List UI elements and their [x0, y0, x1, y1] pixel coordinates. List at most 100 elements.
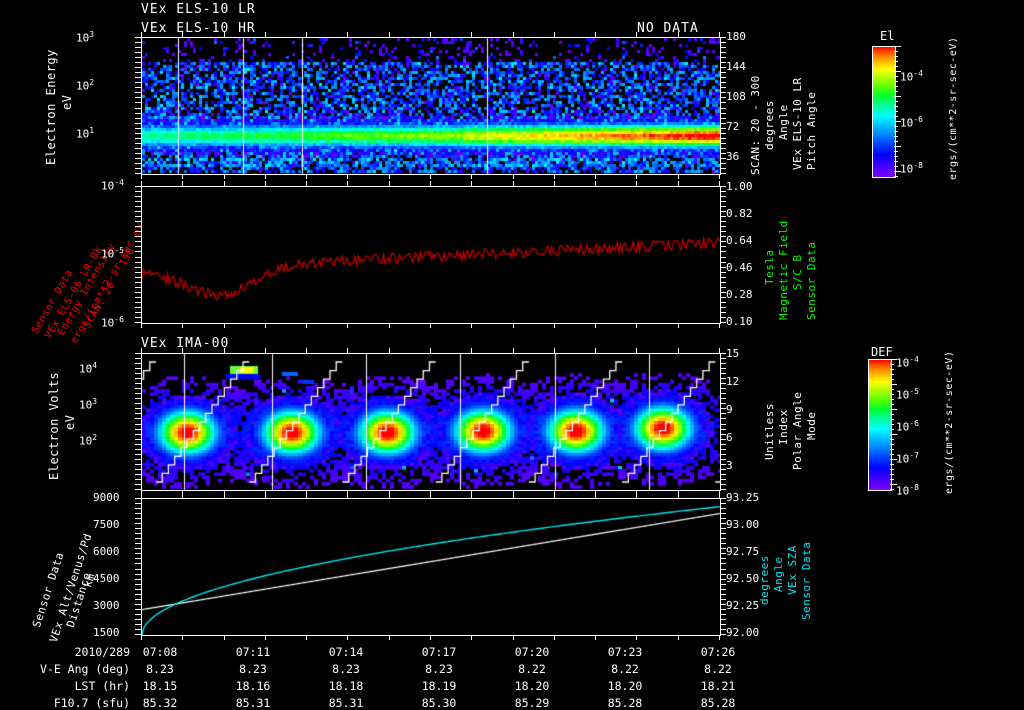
axis-tick: [141, 174, 142, 179]
axis-tick: [135, 618, 141, 620]
panel3-y2tick-4: 3: [726, 459, 733, 472]
axis-tick: [720, 593, 726, 595]
axis-tick: [135, 142, 141, 144]
panel1-y2tick-1: 144: [726, 60, 746, 73]
axis-tick: [720, 296, 726, 298]
panel1-right-label-1: VEx ELS-10 LR: [791, 77, 804, 170]
colorbar-tick: [890, 374, 894, 375]
colorbar-tick: [894, 131, 898, 132]
colorbar-el-title: El: [880, 29, 895, 43]
axis-tick: [720, 62, 726, 64]
axis-tick: [471, 181, 473, 186]
footer-time-4: 07:20: [514, 645, 550, 659]
panel1-y2tick-0: 180: [726, 30, 746, 43]
panel1-plot[interactable]: [141, 37, 721, 175]
axis-tick: [720, 206, 726, 208]
axis-tick: [135, 528, 141, 530]
panel4-plot[interactable]: [141, 498, 721, 636]
panel2-y2tick-0: 1.00: [726, 180, 753, 193]
axis-tick: [720, 518, 726, 520]
axis-tick: [720, 378, 726, 380]
axis-tick: [720, 266, 726, 268]
axis-tick: [135, 548, 141, 550]
axis-tick: [595, 174, 597, 179]
colorbar-tick: [890, 389, 894, 390]
axis-tick: [720, 112, 726, 114]
colorbar-tick: [894, 101, 898, 102]
axis-tick: [135, 368, 141, 370]
axis-tick: [306, 323, 308, 328]
colorbar-tick: [894, 111, 898, 112]
panel1-ytick-1: 102: [76, 78, 95, 93]
panel3-plot[interactable]: [141, 353, 721, 491]
axis-tick: [720, 438, 726, 440]
axis-tick: [135, 137, 141, 139]
panel3-ytick-1: 103: [79, 397, 98, 412]
axis-tick: [512, 348, 514, 353]
axis-tick: [135, 403, 141, 405]
axis-tick: [471, 635, 473, 640]
axis-tick: [135, 634, 141, 635]
axis-tick: [677, 348, 679, 353]
axis-tick: [720, 122, 726, 124]
axis-tick: [135, 498, 141, 499]
axis-tick: [720, 568, 726, 570]
axis-tick: [430, 635, 431, 640]
footer-lst-0: 18.15: [142, 679, 178, 693]
axis-tick: [135, 428, 141, 430]
panel3-y2tick-2: 9: [726, 403, 733, 416]
axis-tick: [720, 251, 726, 253]
axis-tick: [719, 32, 720, 37]
axis-tick: [306, 181, 308, 186]
colorbar-tick: [894, 161, 898, 162]
axis-tick: [512, 323, 514, 328]
panel3-y2tick-1: 12: [726, 375, 740, 388]
panel3-left-axis-units: eV: [63, 414, 77, 430]
colorbar-tick: [890, 429, 894, 430]
panel3-ytick-2: 102: [79, 433, 98, 448]
axis-tick: [135, 311, 141, 313]
axis-tick: [720, 52, 726, 54]
axis-tick: [388, 348, 390, 353]
panel2-plot[interactable]: [141, 186, 721, 324]
colorbar-tick: [890, 414, 894, 415]
colorbar-el-tick-1: 10-6: [900, 115, 923, 130]
axis-tick: [223, 181, 225, 186]
axis-tick: [430, 323, 431, 328]
axis-tick: [135, 256, 141, 258]
colorbar-tick: [890, 489, 894, 490]
axis-tick: [264, 32, 266, 37]
axis-tick: [720, 42, 726, 44]
axis-tick: [135, 453, 141, 455]
axis-tick: [720, 107, 726, 109]
axis-tick: [135, 77, 141, 79]
axis-tick: [135, 593, 141, 595]
colorbar-tick: [894, 56, 898, 57]
axis-tick: [719, 174, 720, 179]
axis-tick: [135, 132, 141, 134]
axis-tick: [720, 67, 726, 69]
footer-f107-4: 85.29: [514, 696, 550, 710]
colorbar-def-tick-0: 10-4: [896, 355, 919, 370]
axis-tick: [720, 271, 726, 273]
footer-row-label-1: V-E Ang (deg): [39, 662, 130, 676]
axis-tick: [141, 32, 142, 37]
footer-f107-0: 85.32: [142, 696, 178, 710]
axis-tick: [720, 418, 726, 420]
axis-tick: [720, 92, 726, 94]
axis-tick: [720, 433, 726, 435]
axis-tick: [553, 635, 555, 640]
footer-lst-4: 18.20: [514, 679, 550, 693]
axis-tick: [135, 388, 141, 390]
axis-tick: [720, 634, 726, 635]
axis-tick: [135, 201, 141, 203]
axis-tick: [135, 583, 141, 585]
axis-tick: [135, 241, 141, 243]
colorbar-tick: [890, 404, 894, 405]
axis-tick: [720, 573, 726, 575]
footer-time-0: 07:08: [142, 645, 178, 659]
panel1-title-hr: VEx ELS-10 HR: [141, 21, 256, 36]
colorbar-tick: [894, 81, 898, 82]
axis-tick: [720, 47, 726, 49]
colorbar-def: [868, 359, 892, 491]
